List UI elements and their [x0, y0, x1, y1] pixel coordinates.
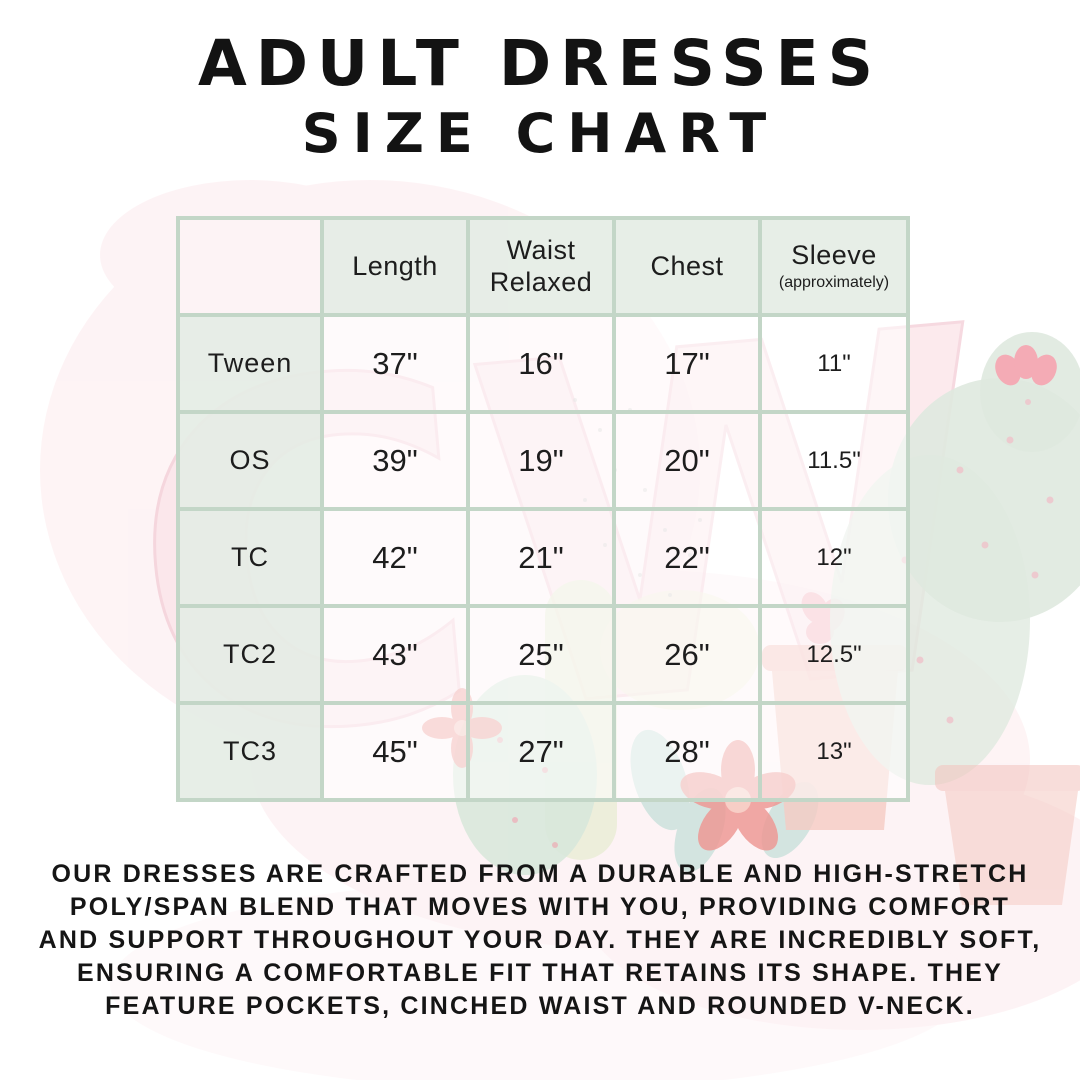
size-cell: OS	[176, 410, 324, 511]
sleeve-cell: 11"	[758, 313, 910, 414]
description-line: AND SUPPORT THROUGHOUT YOUR DAY. THEY AR…	[38, 926, 1042, 954]
waist-cell: 21"	[466, 507, 616, 608]
length-cell: 37"	[320, 313, 470, 414]
description-line: OUR DRESSES ARE CRAFTED FROM A DURABLE A…	[51, 860, 1029, 888]
waist-cell: 19"	[466, 410, 616, 511]
sleeve-note: (approximately)	[778, 274, 890, 292]
chest-cell: 28"	[612, 701, 762, 802]
sleeve-cell: 12"	[758, 507, 910, 608]
size-cell: TC	[176, 507, 324, 608]
table-row: TC2 43" 25" 26" 12.5"	[176, 604, 910, 705]
sleeve-cell: 12.5"	[758, 604, 910, 705]
table-row: Tween 37" 16" 17" 11"	[176, 313, 910, 414]
length-cell: 39"	[320, 410, 470, 511]
column-header-length: Length	[320, 216, 470, 317]
waist-cell: 27"	[466, 701, 616, 802]
sleeve-cell: 13"	[758, 701, 910, 802]
sleeve-cell: 11.5"	[758, 410, 910, 511]
table-row: OS 39" 19" 20" 11.5"	[176, 410, 910, 511]
length-cell: 45"	[320, 701, 470, 802]
table-row: TC3 45" 27" 28" 13"	[176, 701, 910, 802]
waist-cell: 25"	[466, 604, 616, 705]
title-line-1: ADULT DRESSES	[198, 27, 882, 100]
column-header-waist-relaxed: Waist Relaxed	[466, 216, 616, 317]
size-chart: Length Waist Relaxed Chest Sleeve (appro…	[176, 216, 910, 802]
table-row: TC 42" 21" 22" 12"	[176, 507, 910, 608]
length-cell: 43"	[320, 604, 470, 705]
length-cell: 42"	[320, 507, 470, 608]
size-cell: TC2	[176, 604, 324, 705]
title-line-2: SIZE CHART	[301, 102, 779, 165]
size-cell: TC3	[176, 701, 324, 802]
product-description: OUR DRESSES ARE CRAFTED FROM A DURABLE A…	[18, 858, 1062, 1023]
size-cell: Tween	[176, 313, 324, 414]
column-header-sleeve: Sleeve (approximately)	[758, 216, 910, 317]
size-chart-table: Length Waist Relaxed Chest Sleeve (appro…	[176, 216, 910, 802]
waist-cell: 16"	[466, 313, 616, 414]
description-line: POLY/SPAN BLEND THAT MOVES WITH YOU, PRO…	[69, 893, 1011, 921]
chest-cell: 20"	[612, 410, 762, 511]
sleeve-label: Sleeve	[791, 240, 877, 271]
chest-cell: 26"	[612, 604, 762, 705]
column-header-chest: Chest	[612, 216, 762, 317]
description-line: FEATURE POCKETS, CINCHED WAIST AND ROUND…	[105, 992, 975, 1020]
page-title: ADULT DRESSES SIZE CHART	[0, 32, 1080, 161]
description-line: ENSURING A COMFORTABLE FIT THAT RETAINS …	[76, 959, 1004, 987]
corner-cell	[176, 216, 324, 317]
chest-cell: 22"	[612, 507, 762, 608]
chest-cell: 17"	[612, 313, 762, 414]
header-row: Length Waist Relaxed Chest Sleeve (appro…	[176, 216, 910, 317]
